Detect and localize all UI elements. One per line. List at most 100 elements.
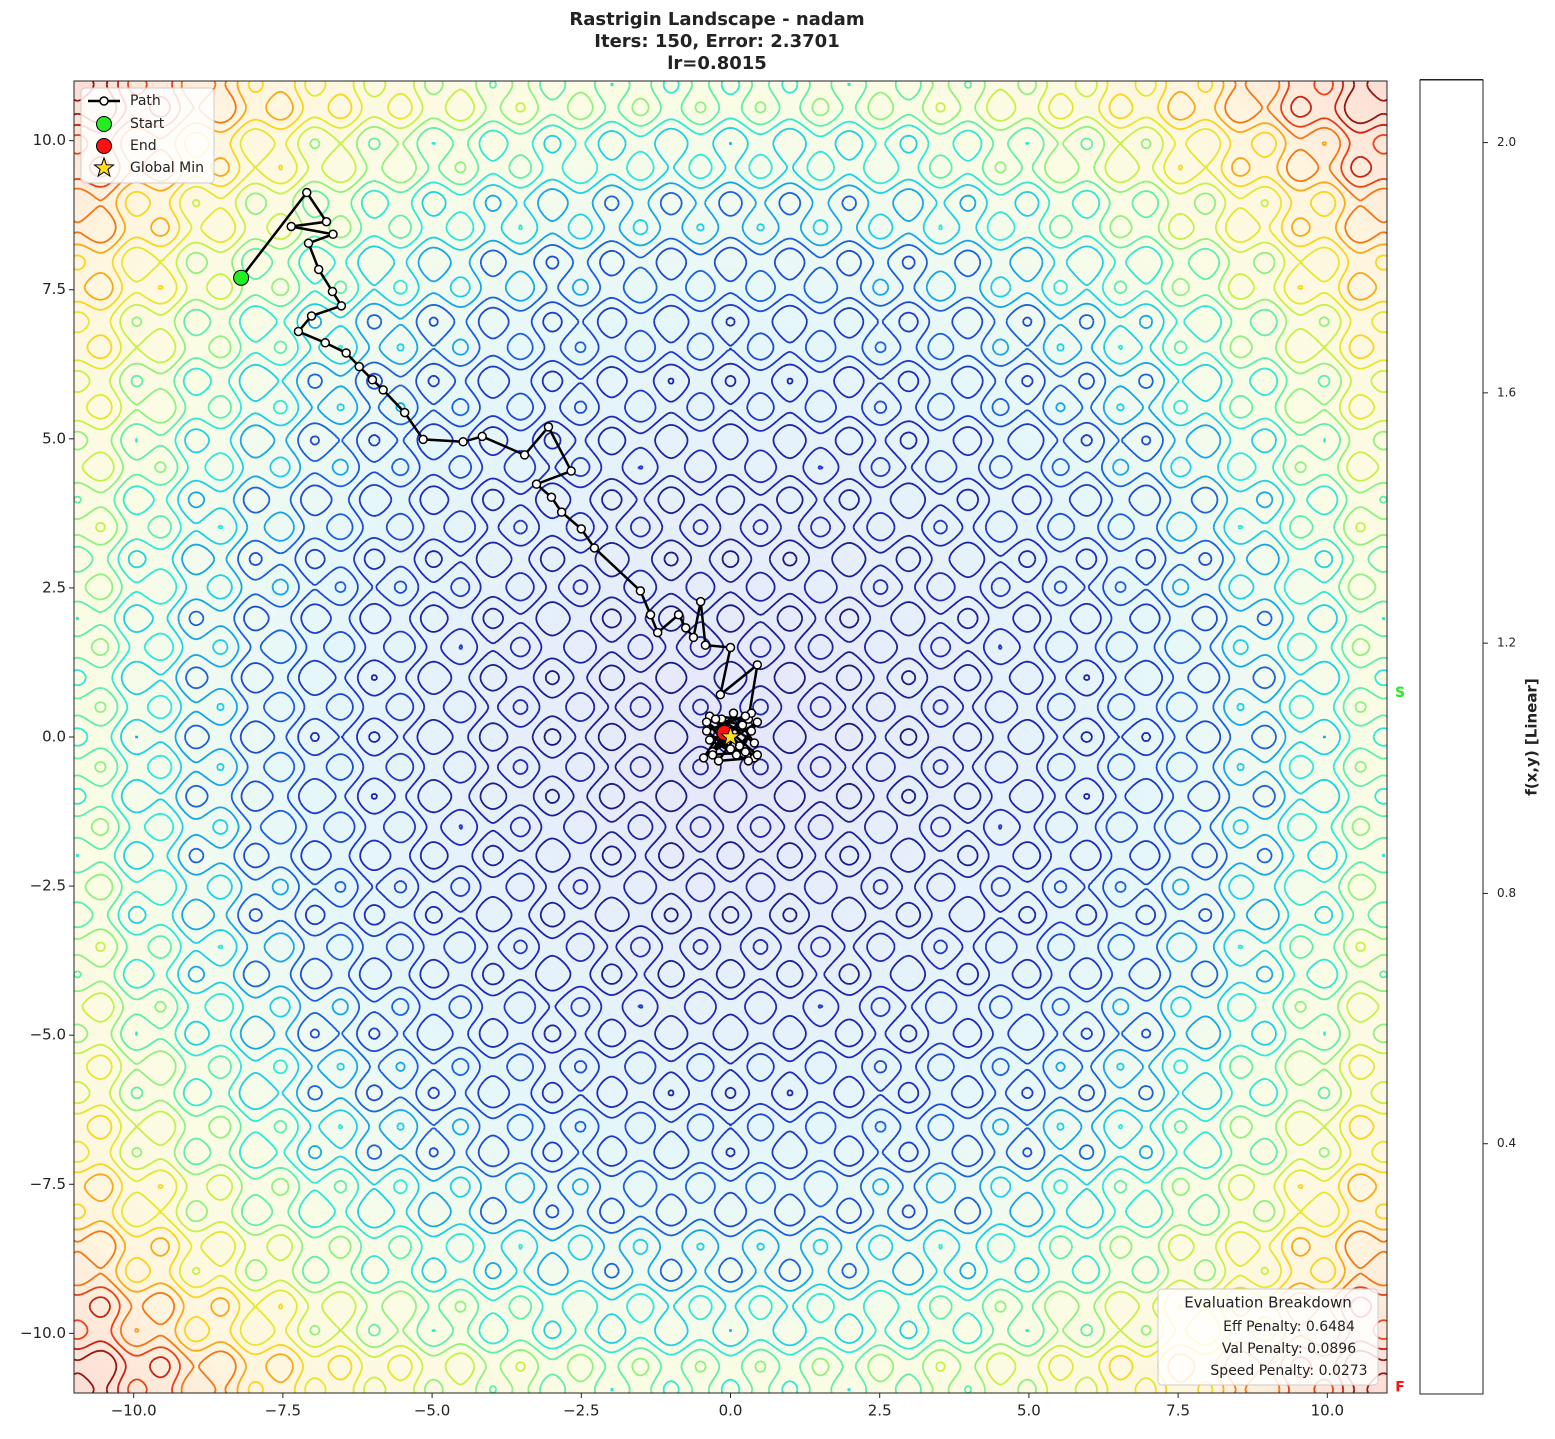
- path-point: [740, 711, 751, 721]
- x-tick-label: −7.5: [265, 1402, 301, 1420]
- colorbar-tick-label: 0.8: [1497, 886, 1516, 900]
- contour-line: [239, 246, 1222, 1228]
- plot-frame: [73, 80, 1388, 1394]
- chart-subtitle: lr=0.8015: [667, 53, 767, 74]
- legend-label: Start: [130, 116, 165, 132]
- contour-line: [368, 374, 1093, 1100]
- contour-line: [74, 81, 1387, 1393]
- x-tick-label: −10.0: [111, 1402, 157, 1420]
- contour-line: [184, 191, 1277, 1283]
- path-point: [698, 753, 709, 763]
- contour-line: [74, 81, 1387, 1393]
- legend-swatch: [99, 96, 109, 106]
- path-point: [477, 431, 487, 442]
- path-point: [378, 385, 388, 395]
- path-point: [293, 326, 304, 337]
- y-tick-label: −5.0: [30, 1026, 66, 1044]
- legend-swatch: [96, 116, 112, 132]
- y-tick-label: 7.5: [42, 280, 66, 298]
- colorbar-label: f(x,y) [Linear]: [1523, 678, 1541, 795]
- contour-line: [297, 304, 1164, 1170]
- legend-label: Path: [130, 93, 161, 109]
- path-point: [306, 311, 317, 321]
- path-point: [566, 466, 576, 476]
- path-point: [645, 609, 656, 620]
- y-tick-label: 2.5: [42, 578, 66, 596]
- path-point: [701, 726, 712, 736]
- path-point: [635, 586, 646, 596]
- path-point: [752, 717, 763, 727]
- path-point: [713, 756, 724, 766]
- evaluation-title: Evaluation Breakdown: [1184, 1294, 1352, 1312]
- path-point: [728, 708, 739, 718]
- path-point: [680, 623, 691, 633]
- x-tick-label: 10.0: [1311, 1402, 1344, 1420]
- path-point: [715, 689, 726, 700]
- path-point: [652, 627, 663, 638]
- path-point: [367, 375, 378, 385]
- y-tick-label: −7.5: [30, 1175, 66, 1193]
- contour-line: [309, 316, 1152, 1158]
- path-point: [546, 492, 557, 503]
- path-point: [418, 434, 428, 445]
- legend: [80, 87, 215, 184]
- path-point: [589, 543, 600, 553]
- legend-label: Global Min: [130, 160, 204, 176]
- colorbar-tick-label: 2.0: [1497, 135, 1516, 149]
- path-point: [704, 735, 715, 745]
- path-point: [543, 422, 554, 432]
- evaluation-line: Eff Penalty: 0.6484: [1223, 1319, 1355, 1335]
- x-tick-label: 7.5: [1166, 1402, 1190, 1420]
- path-point: [725, 642, 736, 653]
- path-point: [327, 286, 338, 297]
- path-point: [731, 750, 742, 760]
- path-point: [673, 609, 684, 620]
- path-point: [749, 738, 760, 748]
- path-point: [399, 407, 410, 418]
- contour-line: [134, 141, 1327, 1333]
- path-point: [752, 660, 763, 670]
- legend-swatch: [96, 138, 112, 154]
- chart-title: Rastrigin Landscape - nadam: [569, 9, 864, 30]
- path-point: [286, 221, 296, 232]
- legend-swatch: [93, 156, 115, 178]
- y-tick-label: 5.0: [42, 429, 66, 447]
- path-point: [746, 726, 757, 736]
- global-min-marker: [719, 725, 742, 747]
- x-tick-label: −5.0: [414, 1402, 450, 1420]
- path-point: [531, 479, 542, 489]
- path-point: [320, 338, 331, 348]
- contour-line: [120, 127, 1341, 1347]
- contour-line: [478, 485, 983, 989]
- y-tick-label: 0.0: [42, 728, 66, 746]
- path-point: [336, 301, 347, 311]
- evaluation-box: [1157, 1288, 1379, 1386]
- path-point: [354, 361, 365, 372]
- contour-line: [74, 81, 1387, 1393]
- x-tick-label: 2.5: [868, 1402, 892, 1420]
- colorbar-tick-label: 1.2: [1497, 636, 1516, 650]
- path-point: [576, 524, 587, 534]
- path-point: [700, 640, 711, 650]
- path-point: [725, 744, 736, 754]
- path-point: [707, 750, 718, 760]
- path-point: [341, 348, 351, 358]
- colorbar-tick-label: 0.4: [1497, 1136, 1516, 1150]
- path-point: [734, 741, 745, 751]
- x-tick-label: 5.0: [1017, 1402, 1041, 1420]
- contours: [74, 81, 1387, 1393]
- x-tick-label: −2.5: [563, 1402, 599, 1420]
- path-point: [688, 632, 699, 643]
- contour-line: [74, 81, 1387, 1393]
- path-point: [752, 750, 763, 760]
- path-point: [328, 229, 338, 240]
- path-point: [313, 264, 324, 275]
- path-point: [458, 437, 468, 447]
- evaluation-line: Speed Penalty: 0.0273: [1210, 1363, 1367, 1379]
- y-tick-label: 10.0: [33, 131, 66, 149]
- path-point: [302, 187, 312, 198]
- x-tick-label: 0.0: [719, 1402, 743, 1420]
- y-tick-label: −10.0: [20, 1324, 66, 1342]
- colorbar: [1419, 79, 1484, 1395]
